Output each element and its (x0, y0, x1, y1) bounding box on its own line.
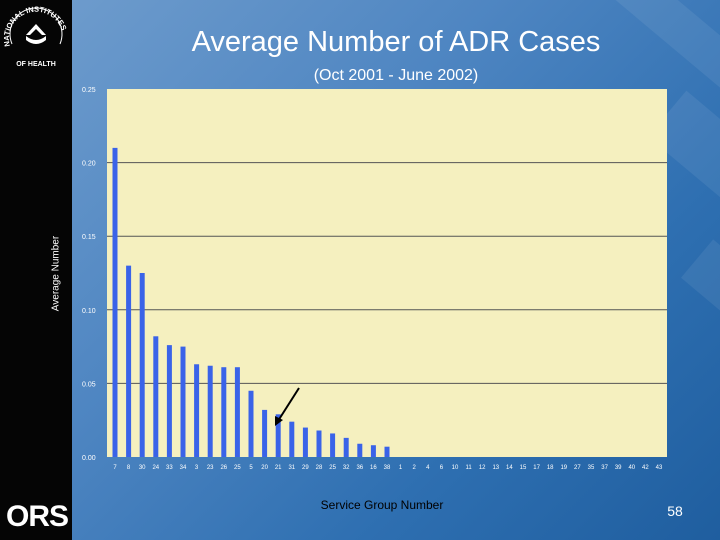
sidebar: NATIONAL INSTITUTES OF HEALTH ORS (0, 0, 72, 540)
y-tick-label: 0.05 (82, 381, 96, 388)
x-tick-label: 8 (127, 465, 131, 471)
bar (166, 345, 172, 457)
bar (221, 367, 227, 457)
y-tick-labels: 0.00 0.05 0.10 0.15 0.20 0.25 (82, 87, 96, 462)
bar (194, 364, 200, 457)
x-tick-label: 40 (628, 465, 635, 471)
x-tick-label: 4 (426, 465, 430, 471)
bar (289, 421, 295, 457)
x-tick-label: 13 (492, 465, 499, 471)
x-tick-label: 2 (413, 465, 417, 471)
x-tick-label: 32 (343, 465, 350, 471)
x-tick-label: 1 (399, 465, 403, 471)
x-tick-label: 25 (329, 465, 336, 471)
annotation-arrow (275, 387, 300, 426)
x-tick-label: 25 (234, 465, 241, 471)
bars (112, 147, 390, 457)
x-tick-label: 30 (139, 465, 146, 471)
bar (112, 147, 118, 457)
x-tick-label: 12 (479, 465, 486, 471)
x-tick-label: 3 (195, 465, 199, 471)
x-tick-label: 5 (249, 465, 253, 471)
slide-title: Average Number of ADR Cases (191, 26, 601, 58)
x-tick-label: 19 (560, 465, 567, 471)
bar (275, 414, 281, 457)
x-tick-label: 42 (642, 465, 649, 471)
bar (153, 336, 159, 457)
x-tick-label: 29 (302, 465, 309, 471)
y-tick-label: 0.10 (82, 308, 96, 315)
x-tick-label: 6 (440, 465, 444, 471)
bar (316, 430, 322, 457)
bar (248, 390, 254, 457)
bar (234, 367, 240, 457)
y-tick-label: 0.25 (82, 87, 96, 94)
x-tick-label: 20 (261, 465, 268, 471)
x-tick-label: 23 (207, 465, 214, 471)
y-tick-label: 0.20 (82, 161, 96, 168)
x-tick-label: 14 (506, 465, 513, 471)
nih-seal-logo: NATIONAL INSTITUTES OF HEALTH (4, 5, 68, 68)
x-tick-labels: 7 8 30 24 33 34 3 23 26 25 5 20 21 31 29 28 25 32 36 16 38 1 2… (113, 465, 663, 471)
x-tick-label: 26 (220, 465, 227, 471)
x-tick-label: 11 (465, 465, 472, 471)
x-tick-label: 43 (656, 465, 663, 471)
x-tick-label: 35 (588, 465, 595, 471)
x-tick-label: 33 (166, 465, 173, 471)
bar (357, 443, 363, 457)
bar (262, 409, 268, 457)
x-axis-label: Service Group Number (320, 498, 444, 512)
x-tick-label: 39 (615, 465, 622, 471)
x-tick-label: 37 (601, 465, 608, 471)
svg-text:OF HEALTH: OF HEALTH (16, 61, 56, 68)
x-tick-label: 34 (180, 465, 187, 471)
y-tick-label: 0.00 (82, 455, 96, 462)
x-tick-label: 21 (275, 465, 282, 471)
x-tick-label: 10 (452, 465, 459, 471)
x-tick-label: 28 (316, 465, 323, 471)
y-axis-label: Average Number (50, 235, 62, 312)
x-tick-label: 38 (384, 465, 391, 471)
bar (126, 265, 132, 457)
page-number: 58 (667, 503, 683, 519)
bar (207, 365, 213, 457)
x-tick-label: 15 (520, 465, 527, 471)
x-tick-label: 7 (113, 465, 117, 471)
plot-area (107, 89, 667, 457)
x-tick-label: 31 (288, 465, 295, 471)
bar (330, 433, 336, 457)
bar-chart: 0.000.050.100.150.200.25 7 8 30 24 33 34 3 23 26… (82, 87, 667, 471)
x-tick-label: 36 (356, 465, 363, 471)
bar (180, 346, 186, 457)
x-tick-label: 16 (370, 465, 377, 471)
x-tick-label: 24 (152, 465, 159, 471)
x-tick-label: 27 (574, 465, 581, 471)
gridlines (107, 162, 667, 384)
x-tick-label: 17 (533, 465, 540, 471)
x-tick-label: 18 (547, 465, 554, 471)
bar (302, 427, 308, 457)
bar (370, 445, 376, 457)
bar (139, 273, 145, 457)
y-tick-label: 0.15 (82, 234, 96, 241)
bar (384, 446, 390, 457)
slide-subtitle: (Oct 2001 - June 2002) (313, 67, 479, 84)
ors-logo: ORS (6, 500, 69, 533)
bar (343, 437, 349, 457)
